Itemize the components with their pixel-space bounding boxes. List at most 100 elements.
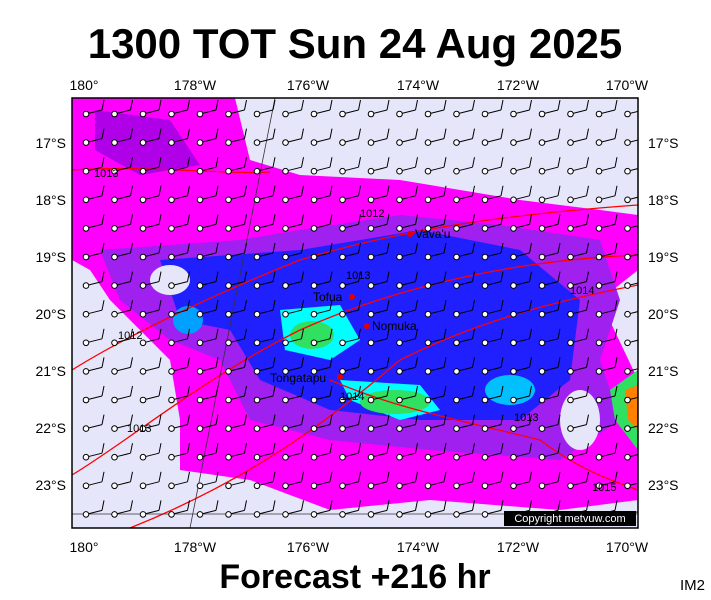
lat-label: 19°S [35, 249, 66, 265]
barb-flag [215, 157, 219, 168]
barb-flag [301, 214, 304, 225]
barb-flag [614, 185, 618, 196]
barb-station [453, 139, 460, 146]
barb-station [424, 167, 432, 175]
barb-station [481, 453, 489, 461]
clear-area [560, 390, 600, 450]
barb-flag [500, 328, 504, 339]
barb-station [339, 196, 346, 204]
barb-flag [301, 300, 304, 311]
barb-flag [301, 128, 304, 139]
barb-station [396, 253, 403, 261]
barb-flag [586, 500, 589, 511]
barb-station [396, 139, 403, 146]
barb-flag [386, 214, 390, 225]
barb-station [310, 282, 318, 289]
barb-station [282, 253, 289, 261]
barb-flag [500, 443, 504, 454]
barb-station [82, 196, 90, 204]
barb-flag [215, 99, 219, 111]
barb-station [339, 282, 346, 289]
barb-station [196, 282, 204, 289]
barb-flag [158, 443, 162, 454]
barb-station [339, 396, 346, 404]
barb-flag [272, 242, 276, 254]
barb-flag [187, 300, 190, 311]
barb-flag [215, 128, 219, 139]
barb-station [595, 139, 603, 146]
barb-flag [644, 472, 646, 482]
barb-flag [472, 385, 475, 397]
barb-flag [215, 443, 219, 454]
barb-station [111, 368, 118, 375]
barb-flag [187, 128, 190, 139]
barb-station [367, 196, 375, 204]
barb-flag [500, 242, 504, 254]
barb-station [595, 110, 603, 118]
barb-station [282, 310, 289, 318]
barb-station [595, 368, 603, 375]
barb-station [453, 167, 460, 175]
barb-flag [215, 328, 219, 339]
barb-flag [500, 357, 504, 368]
barb-station [282, 110, 289, 118]
title: 1300 TOT Sun 24 Aug 2025 [88, 20, 623, 67]
barb-flag [158, 357, 162, 368]
barb-station [567, 167, 574, 175]
barb-flag [644, 157, 646, 167]
lat-label: 23°S [35, 477, 66, 493]
barb-flag [472, 357, 475, 368]
copyright: Copyright metvuw.com [514, 513, 625, 525]
barb-flag [244, 385, 247, 397]
barb-flag [443, 328, 447, 339]
barb-flag [272, 214, 276, 225]
barb-flag [415, 157, 418, 168]
barb-station [111, 225, 118, 232]
barb-station [595, 339, 603, 347]
barb-station [453, 310, 460, 318]
barb-flag [529, 385, 532, 397]
barb-flag [557, 99, 561, 111]
barb-station [538, 425, 546, 432]
barb-flag [187, 357, 190, 368]
barb-flag [244, 242, 247, 254]
barb-station [225, 110, 232, 118]
barb-station [510, 167, 517, 175]
barb-station [424, 310, 432, 318]
barb-flag [386, 500, 390, 511]
barb-station [396, 196, 403, 204]
barb-station [567, 453, 574, 461]
barb-flag [415, 214, 418, 225]
barb-station [111, 453, 118, 461]
barb-flag [500, 414, 504, 425]
barb-station [310, 482, 318, 490]
barb-station [225, 196, 232, 204]
precip-orange [625, 385, 638, 430]
barb-station [82, 253, 90, 261]
barb-station [168, 282, 175, 289]
lon-label: 172°W [497, 77, 540, 93]
barb-flag [301, 242, 304, 254]
barb-station [225, 396, 232, 404]
barb-station [367, 368, 375, 375]
barb-flag [101, 214, 105, 225]
barb-station [282, 282, 289, 289]
barb-flag [244, 128, 247, 139]
barb-flag [329, 185, 333, 196]
barb-flag [187, 414, 190, 425]
barb-station [168, 425, 175, 432]
barb-flag [472, 271, 475, 282]
barb-station [196, 139, 204, 146]
lat-label: 18°S [35, 192, 66, 208]
isobar-label: 1012 [360, 208, 384, 220]
barb-flag [329, 300, 333, 311]
barb-flag [329, 128, 333, 139]
barb-flag [130, 414, 133, 425]
barb-station [424, 482, 432, 490]
barb-station [367, 253, 375, 261]
barb-flag [358, 185, 361, 196]
barb-station [567, 282, 574, 289]
barb-station [225, 139, 232, 146]
barb-flag [443, 300, 447, 311]
barb-station [310, 139, 318, 146]
